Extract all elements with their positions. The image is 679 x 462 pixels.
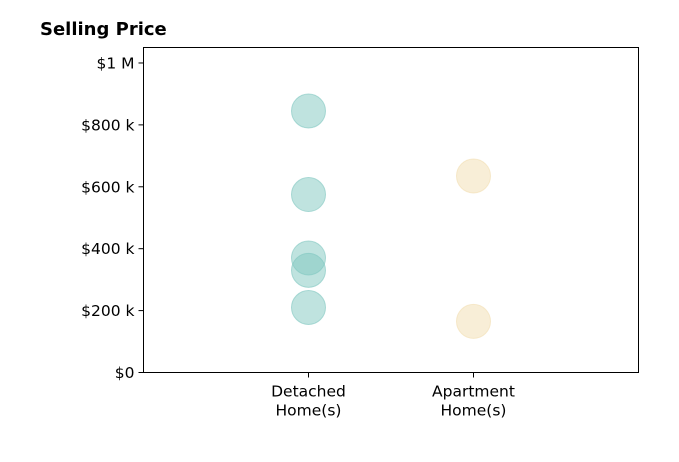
plot-area bbox=[143, 47, 639, 373]
x-tick-label-line: Home(s) bbox=[441, 402, 507, 420]
scatter-point bbox=[291, 93, 326, 129]
chart-title: Selling Price bbox=[40, 19, 167, 40]
x-tick-label-line: Detached bbox=[271, 383, 346, 401]
y-tick-label: $800 k bbox=[81, 116, 134, 134]
scatter-point bbox=[456, 158, 491, 194]
x-tick-label: Apartment Home(s) bbox=[432, 383, 515, 420]
y-tick-label: $200 k bbox=[81, 302, 134, 320]
x-tick-label-line: Home(s) bbox=[276, 402, 342, 420]
scatter-point bbox=[456, 303, 491, 339]
scatter-point bbox=[291, 252, 326, 288]
y-tick-label: $1 M bbox=[96, 54, 134, 72]
y-tick-label: $0 bbox=[115, 364, 135, 382]
scatter-point bbox=[291, 177, 326, 213]
y-tick-label: $400 k bbox=[81, 240, 134, 258]
x-tick-label: Detached Home(s) bbox=[271, 383, 346, 420]
x-tick-label-line: Apartment bbox=[432, 383, 515, 401]
scatter-point bbox=[291, 290, 326, 325]
y-tick-label: $600 k bbox=[81, 178, 134, 196]
